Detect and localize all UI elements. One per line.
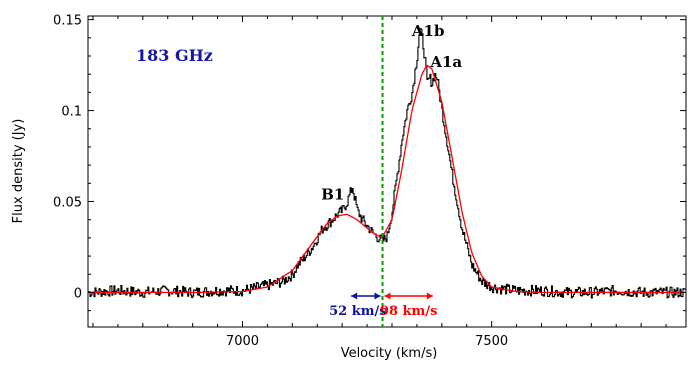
velocity-arrow-head-right bbox=[426, 292, 433, 300]
velocity-arrow-head-left bbox=[351, 292, 358, 300]
x-axis-label: Velocity (km/s) bbox=[341, 346, 438, 361]
gaussian-fit-line bbox=[88, 64, 686, 294]
y-tick-label: 0.15 bbox=[53, 14, 82, 29]
x-tick-label: 7000 bbox=[226, 334, 259, 349]
chart-title: 183 GHz bbox=[136, 46, 213, 65]
component-label-a1a: A1a bbox=[429, 53, 462, 71]
velocity-offset-label: 98 km/s bbox=[380, 304, 437, 319]
y-tick-label: 0.1 bbox=[61, 105, 82, 120]
plot-frame bbox=[87, 15, 687, 328]
observed-spectrum-line bbox=[88, 28, 686, 299]
velocity-offset-label: 52 km/s bbox=[329, 304, 386, 319]
y-axis-label: Flux density (Jy) bbox=[11, 119, 26, 224]
velocity-arrow-head-right bbox=[374, 292, 381, 300]
component-label-b1: B1 bbox=[321, 186, 344, 204]
component-label-a1b: A1b bbox=[411, 22, 445, 40]
y-tick-label: 0 bbox=[74, 286, 82, 301]
velocity-arrow-head-left bbox=[384, 292, 391, 300]
x-tick-label: 7500 bbox=[475, 334, 508, 349]
y-tick-label: 0.05 bbox=[53, 196, 82, 211]
